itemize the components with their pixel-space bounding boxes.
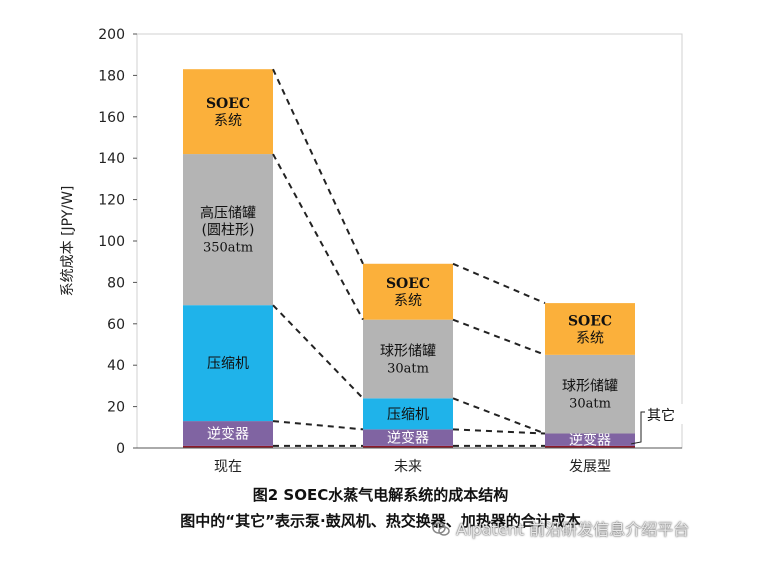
segment-label: 逆变器 (387, 431, 429, 447)
segment-label: SOEC (386, 276, 430, 292)
segment-label: 球形储罐 (562, 379, 618, 395)
segment-label: 系统 (214, 113, 242, 129)
y-tick-label: 100 (98, 234, 125, 250)
chart-title: 图2 SOEC水蒸气电解系统的成本结构 (0, 484, 761, 505)
segment-label: SOEC (568, 313, 612, 329)
segment-label: 压缩机 (207, 356, 249, 372)
y-tick-label: 180 (98, 68, 125, 84)
watermark-text: AIpatent 前沿研发信息介绍平台 (456, 520, 689, 539)
y-tick-label: 60 (107, 317, 125, 333)
y-tick-label: 120 (98, 193, 125, 209)
x-tick-label: 现在 (214, 459, 242, 475)
segment-label: 30atm (387, 361, 429, 376)
watermark: AIpatent 前沿研发信息介绍平台 (432, 516, 689, 540)
y-tick-label: 140 (98, 151, 125, 167)
y-tick-label: 80 (107, 275, 125, 291)
chat-bubble-icon (432, 520, 450, 538)
cost-structure-chart: 0 20 40 60 80 100 120 140 160 180 200 系统成本 [JPY/W] 逆… (0, 0, 761, 480)
y-tick-label: 200 (98, 27, 125, 43)
segment-label: (圆柱形) (202, 223, 255, 239)
x-tick-label: 发展型 (569, 459, 611, 475)
segment-label: 系统 (576, 330, 604, 346)
x-tick-label: 未来 (394, 459, 422, 475)
annotation-other: 其它 (647, 407, 675, 424)
segment-label: 30atm (569, 397, 611, 412)
segment-label: 350atm (203, 241, 253, 256)
segment-label: SOEC (206, 96, 250, 112)
segment-label: 系统 (394, 293, 422, 309)
segment-label: 压缩机 (387, 407, 429, 423)
y-tick-label: 40 (107, 358, 125, 374)
y-tick-label: 20 (107, 400, 125, 416)
segment-label: 逆变器 (569, 433, 611, 449)
segment-label: 逆变器 (207, 427, 249, 443)
segment-label: 球形储罐 (380, 343, 436, 359)
y-tick-label: 0 (116, 441, 125, 457)
y-tick-label: 160 (98, 110, 125, 126)
y-axis-label: 系统成本 [JPY/W] (60, 186, 76, 297)
segment-label: 高压储罐 (200, 205, 256, 222)
